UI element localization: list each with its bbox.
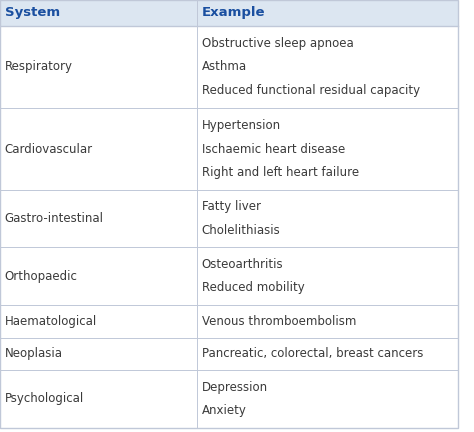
Text: Neoplasia: Neoplasia bbox=[5, 347, 63, 360]
Text: Cholelithiasis: Cholelithiasis bbox=[201, 224, 281, 237]
Bar bbox=[0, 337, 458, 370]
Text: Fatty liver: Fatty liver bbox=[201, 200, 261, 213]
Text: Orthopaedic: Orthopaedic bbox=[5, 270, 77, 283]
Bar bbox=[0, 190, 458, 248]
Text: Anxiety: Anxiety bbox=[201, 404, 246, 417]
Text: Ischaemic heart disease: Ischaemic heart disease bbox=[201, 143, 345, 156]
Bar bbox=[0, 248, 458, 305]
Text: Reduced mobility: Reduced mobility bbox=[201, 281, 304, 294]
Text: Obstructive sleep apnoea: Obstructive sleep apnoea bbox=[201, 37, 354, 50]
Text: Asthma: Asthma bbox=[201, 60, 247, 73]
Text: Venous thromboembolism: Venous thromboembolism bbox=[201, 314, 356, 328]
Text: System: System bbox=[5, 6, 60, 19]
Text: Psychological: Psychological bbox=[5, 393, 84, 406]
Bar bbox=[0, 108, 458, 190]
Text: Depression: Depression bbox=[201, 381, 268, 394]
Bar bbox=[0, 26, 458, 108]
Text: Respiratory: Respiratory bbox=[5, 60, 73, 73]
Text: Haematological: Haematological bbox=[5, 314, 97, 328]
Text: Gastro-intestinal: Gastro-intestinal bbox=[5, 212, 104, 225]
Text: Right and left heart failure: Right and left heart failure bbox=[201, 166, 359, 179]
Bar bbox=[0, 0, 458, 26]
Text: Pancreatic, colorectal, breast cancers: Pancreatic, colorectal, breast cancers bbox=[201, 347, 423, 360]
Text: Reduced functional residual capacity: Reduced functional residual capacity bbox=[201, 84, 420, 97]
Bar bbox=[0, 305, 458, 337]
Text: Cardiovascular: Cardiovascular bbox=[5, 143, 93, 156]
Text: Example: Example bbox=[201, 6, 265, 19]
Bar bbox=[0, 370, 458, 428]
Text: Hypertension: Hypertension bbox=[201, 119, 281, 132]
Text: Osteoarthritis: Osteoarthritis bbox=[201, 258, 283, 271]
